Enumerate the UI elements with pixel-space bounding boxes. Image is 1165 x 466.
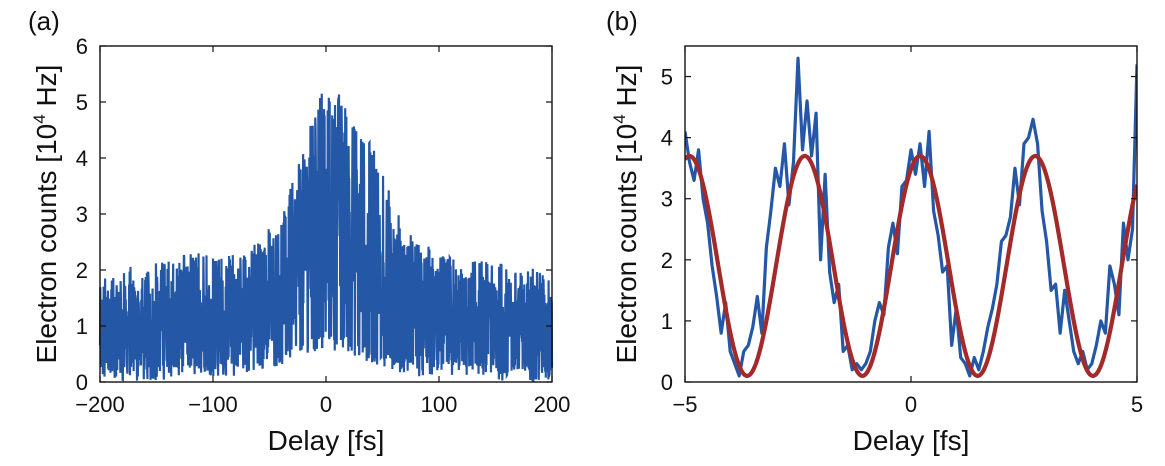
panel-a-y-axis-label: Electron counts [104 Hz] bbox=[30, 65, 62, 364]
panel-a: (a) −200 −100 0 100 200 0 1 2 3 4 5 6 Delay [fs] E… bbox=[28, 6, 570, 456]
panel-a-y-tick-label: 5 bbox=[76, 90, 88, 115]
panel-b-label: (b) bbox=[606, 6, 638, 36]
panel-b-y-tick-label: 2 bbox=[661, 248, 673, 273]
panel-a-y-tick-label: 1 bbox=[76, 314, 88, 339]
panel-b-y-axis-label-main: Electron counts [10 bbox=[611, 124, 642, 364]
panel-b-x-tick-label: −5 bbox=[672, 392, 697, 417]
panel-b-y-ticks: 0 1 2 3 4 5 bbox=[661, 65, 1137, 395]
panel-b-y-tick-label: 3 bbox=[661, 187, 673, 212]
panel-b-y-axis-label-end: Hz] bbox=[611, 65, 642, 115]
panel-a-x-tick-label: −200 bbox=[75, 392, 125, 417]
panel-a-x-axis-label: Delay [fs] bbox=[268, 425, 385, 456]
panel-b-y-tick-label: 0 bbox=[661, 370, 673, 395]
panel-a-x-tick-label: 100 bbox=[421, 392, 458, 417]
panel-b-y-axis-label-superscript: 4 bbox=[610, 114, 629, 123]
panel-a-y-axis-label-end: Hz] bbox=[31, 65, 62, 115]
panel-b-x-axis-label: Delay [fs] bbox=[853, 425, 970, 456]
panel-a-y-ticks: 0 1 2 3 4 5 6 bbox=[76, 34, 552, 395]
panel-a-x-tick-label: 200 bbox=[534, 392, 571, 417]
panel-b-y-tick-label: 1 bbox=[661, 309, 673, 334]
panel-a-y-tick-label: 4 bbox=[76, 146, 88, 171]
panel-b-measured-line bbox=[685, 56, 1137, 378]
panel-a-series-line bbox=[98, 93, 554, 382]
panel-a-y-axis-label-superscript: 4 bbox=[30, 114, 49, 123]
panel-a-y-tick-label: 0 bbox=[76, 370, 88, 395]
panel-a-y-tick-label: 2 bbox=[76, 258, 88, 283]
panel-a-y-axis-label-main: Electron counts [10 bbox=[31, 124, 62, 364]
panel-a-x-tick-label: −100 bbox=[188, 392, 238, 417]
panel-b-y-axis-label: Electron counts [104 Hz] bbox=[610, 65, 642, 364]
panel-a-x-ticks: −200 −100 0 100 200 bbox=[75, 46, 570, 417]
panel-b-x-tick-label: 5 bbox=[1131, 392, 1143, 417]
panel-b-y-tick-label: 4 bbox=[661, 126, 673, 151]
panel-b-plot-area bbox=[685, 56, 1137, 378]
panel-a-x-tick-label: 0 bbox=[320, 392, 332, 417]
panel-b-x-tick-label: 0 bbox=[905, 392, 917, 417]
panel-a-plot-area bbox=[98, 93, 554, 382]
panel-a-label: (a) bbox=[28, 6, 60, 36]
panel-b-x-ticks: −5 0 5 bbox=[672, 46, 1143, 417]
panel-a-y-tick-label: 3 bbox=[76, 202, 88, 227]
panel-b-y-tick-label: 5 bbox=[661, 65, 673, 90]
panel-b-fit-line bbox=[685, 153, 1137, 378]
panel-a-y-tick-label: 6 bbox=[76, 34, 88, 59]
